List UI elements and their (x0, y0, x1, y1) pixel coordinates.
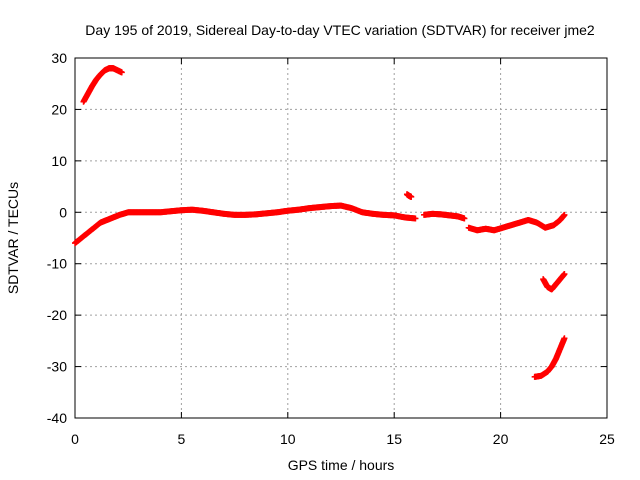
y-tick-label: 10 (51, 153, 67, 169)
data-point (561, 211, 568, 218)
data-point (561, 271, 568, 277)
data-point (408, 193, 415, 200)
y-tick-label: -10 (47, 256, 67, 272)
y-tick-label: 30 (51, 50, 67, 66)
x-tick-label: 20 (493, 431, 509, 447)
data-point (561, 335, 568, 342)
data-points (72, 65, 568, 380)
y-tick-label: -30 (47, 359, 67, 375)
series (540, 271, 568, 293)
series (72, 202, 419, 247)
series (420, 210, 468, 222)
x-tick-label: 25 (599, 431, 615, 447)
grid (75, 58, 607, 418)
y-tick-label: -40 (47, 410, 67, 426)
y-tick-label: 0 (59, 204, 67, 220)
data-point (118, 69, 125, 76)
series (80, 65, 125, 105)
data-point (412, 215, 419, 222)
x-tick-label: 15 (386, 431, 402, 447)
axis-ticks (74, 57, 608, 419)
chart-title: Day 195 of 2019, Sidereal Day-to-day VTE… (85, 22, 595, 38)
series (403, 191, 415, 200)
axis-tick-labels: 0 5 10 15 20 25 -40 -30 -20 -10 0 10 20 30 (47, 50, 615, 447)
data-point (461, 215, 468, 222)
x-tick-label: 0 (71, 431, 79, 447)
x-axis-label: GPS time / hours (288, 457, 395, 473)
y-tick-label: 20 (51, 101, 67, 117)
plot-frame (74, 57, 608, 419)
y-tick-label: -20 (47, 307, 67, 323)
series (531, 335, 568, 380)
x-tick-label: 5 (178, 431, 186, 447)
series (465, 211, 568, 234)
x-tick-label: 10 (280, 431, 296, 447)
y-axis-label: SDTVAR / TECUs (5, 182, 21, 294)
